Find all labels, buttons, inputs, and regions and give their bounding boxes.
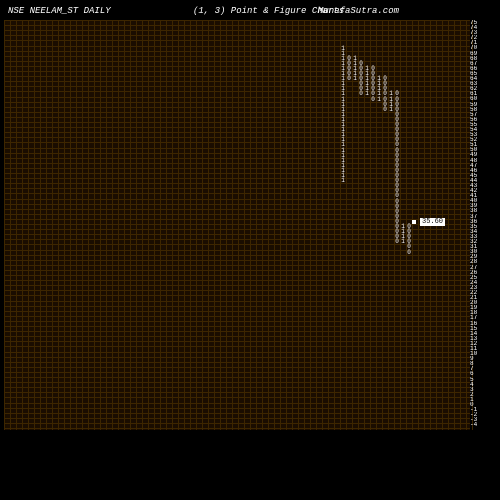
symbol-label: NSE NEELAM_ST DAILY [8,6,111,16]
price-label: 35.60 [420,218,445,226]
site-label: MunafaSutra.com [318,6,399,16]
pnf-cell: 1 [340,178,346,183]
y-axis: 7574737271706968676665646362616059585756… [470,20,498,430]
price-marker [412,220,416,224]
pnf-cell: 0 [406,250,412,255]
y-tick: -4 [470,422,498,427]
pnf-chart: 1111111111111111111111111110000011111000… [4,20,470,430]
chart-header: NSE NEELAM_ST DAILY (1, 3) Point & Figur… [8,6,492,20]
